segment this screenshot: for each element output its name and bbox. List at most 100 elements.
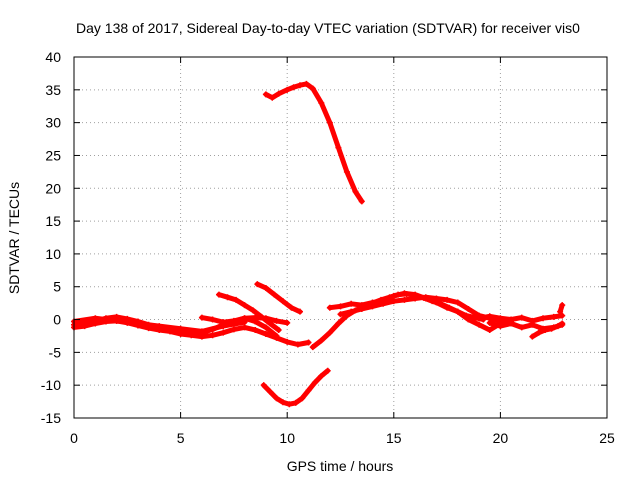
data-point-marker <box>198 314 205 321</box>
data-point-marker <box>343 168 350 175</box>
data-point-marker <box>540 315 547 322</box>
data-point-marker <box>311 379 318 386</box>
data-point-marker <box>260 382 267 389</box>
data-point-marker <box>486 313 493 320</box>
x-tick-label: 0 <box>70 430 78 446</box>
data-point-marker <box>401 296 408 303</box>
data-point-marker <box>401 290 408 297</box>
data-point-marker <box>444 304 451 311</box>
data-point-marker <box>134 320 141 327</box>
x-tick-label: 20 <box>493 430 509 446</box>
data-point-marker <box>348 300 355 307</box>
data-point-marker <box>358 198 365 205</box>
data-point-marker <box>422 294 429 301</box>
x-tick-label: 10 <box>279 430 295 446</box>
y-tick-label: 25 <box>45 147 61 163</box>
data-point-marker <box>412 295 419 302</box>
data-point-marker <box>337 303 344 310</box>
data-point-marker <box>279 298 286 305</box>
data-point-marker <box>241 302 248 309</box>
data-point-marker <box>275 90 282 97</box>
data-point-marker <box>284 86 291 93</box>
data-point-marker <box>559 312 566 319</box>
data-point-marker <box>508 320 515 327</box>
data-point-marker <box>390 298 397 305</box>
y-tick-label: 35 <box>45 82 61 98</box>
data-point-marker <box>290 84 297 91</box>
data-point-marker <box>209 316 216 323</box>
data-point-marker <box>497 323 504 330</box>
y-tick-label: 10 <box>45 246 61 262</box>
data-point-marker <box>267 388 274 395</box>
data-point-marker <box>230 317 237 324</box>
data-point-marker <box>284 338 291 345</box>
data-point-marker <box>337 311 344 318</box>
data-point-marker <box>113 317 120 324</box>
series-layer <box>71 80 566 408</box>
data-point-marker <box>296 82 303 89</box>
data-point-marker <box>273 395 280 402</box>
series-prn-l <box>465 313 565 324</box>
y-tick-label: 40 <box>45 49 61 65</box>
data-point-marker <box>262 324 269 331</box>
data-point-marker <box>273 317 280 324</box>
plot-frame <box>73 56 608 419</box>
y-tick-label: 20 <box>45 180 61 196</box>
data-point-marker <box>273 332 280 339</box>
y-tick-label: -10 <box>41 377 61 393</box>
data-point-marker <box>92 315 99 322</box>
data-point-marker <box>220 319 227 326</box>
data-point-marker <box>318 372 325 379</box>
data-point-marker <box>335 144 342 151</box>
data-point-marker <box>275 327 282 334</box>
y-tick-label: 30 <box>45 115 61 131</box>
data-point-marker <box>352 188 359 195</box>
data-point-marker <box>486 327 493 334</box>
x-tick-label: 25 <box>599 430 615 446</box>
data-point-marker <box>262 91 269 98</box>
data-point-marker <box>292 399 299 406</box>
x-tick-label: 15 <box>386 430 402 446</box>
data-point-marker <box>559 302 566 309</box>
data-point-marker <box>286 401 293 408</box>
data-point-marker <box>303 80 310 87</box>
data-point-marker <box>177 325 184 332</box>
y-tick-label: -5 <box>49 344 62 360</box>
data-point-marker <box>326 119 333 126</box>
data-point-marker <box>369 303 376 310</box>
data-point-marker <box>486 319 493 326</box>
y-axis-label: SDTVAR / TECUs <box>6 182 22 294</box>
data-point-marker <box>288 304 295 311</box>
data-point-marker <box>529 321 536 328</box>
data-point-marker <box>309 344 316 351</box>
data-point-marker <box>309 85 316 92</box>
y-tick-label: -15 <box>41 410 61 426</box>
data-point-marker <box>198 333 205 340</box>
data-point-marker <box>444 296 451 303</box>
tick-layer: 0 5 10 15 20 25 -15 -10 -5 0 5 10 15 20 25 30 35 40 <box>41 49 615 446</box>
data-point-marker <box>326 304 333 311</box>
data-point-marker <box>529 333 536 340</box>
y-tick-label: 5 <box>53 279 61 295</box>
data-point-marker <box>559 320 566 327</box>
data-point-marker <box>390 292 397 299</box>
x-tick-label: 5 <box>177 430 185 446</box>
data-point-marker <box>296 308 303 315</box>
data-point-marker <box>305 339 312 346</box>
data-point-marker <box>279 399 286 406</box>
data-point-marker <box>550 313 557 320</box>
x-axis-label: GPS time / hours <box>287 458 394 474</box>
y-tick-label: 15 <box>45 213 61 229</box>
data-point-marker <box>535 329 542 336</box>
data-point-marker <box>92 320 99 327</box>
data-point-marker <box>188 332 195 339</box>
data-point-marker <box>233 296 240 303</box>
grid <box>74 57 607 418</box>
series-prn-g <box>263 81 365 204</box>
data-point-marker <box>262 285 269 292</box>
data-point-marker <box>250 307 257 314</box>
data-point-marker <box>258 313 265 320</box>
data-point-marker <box>326 329 333 336</box>
data-point-marker <box>241 315 248 322</box>
